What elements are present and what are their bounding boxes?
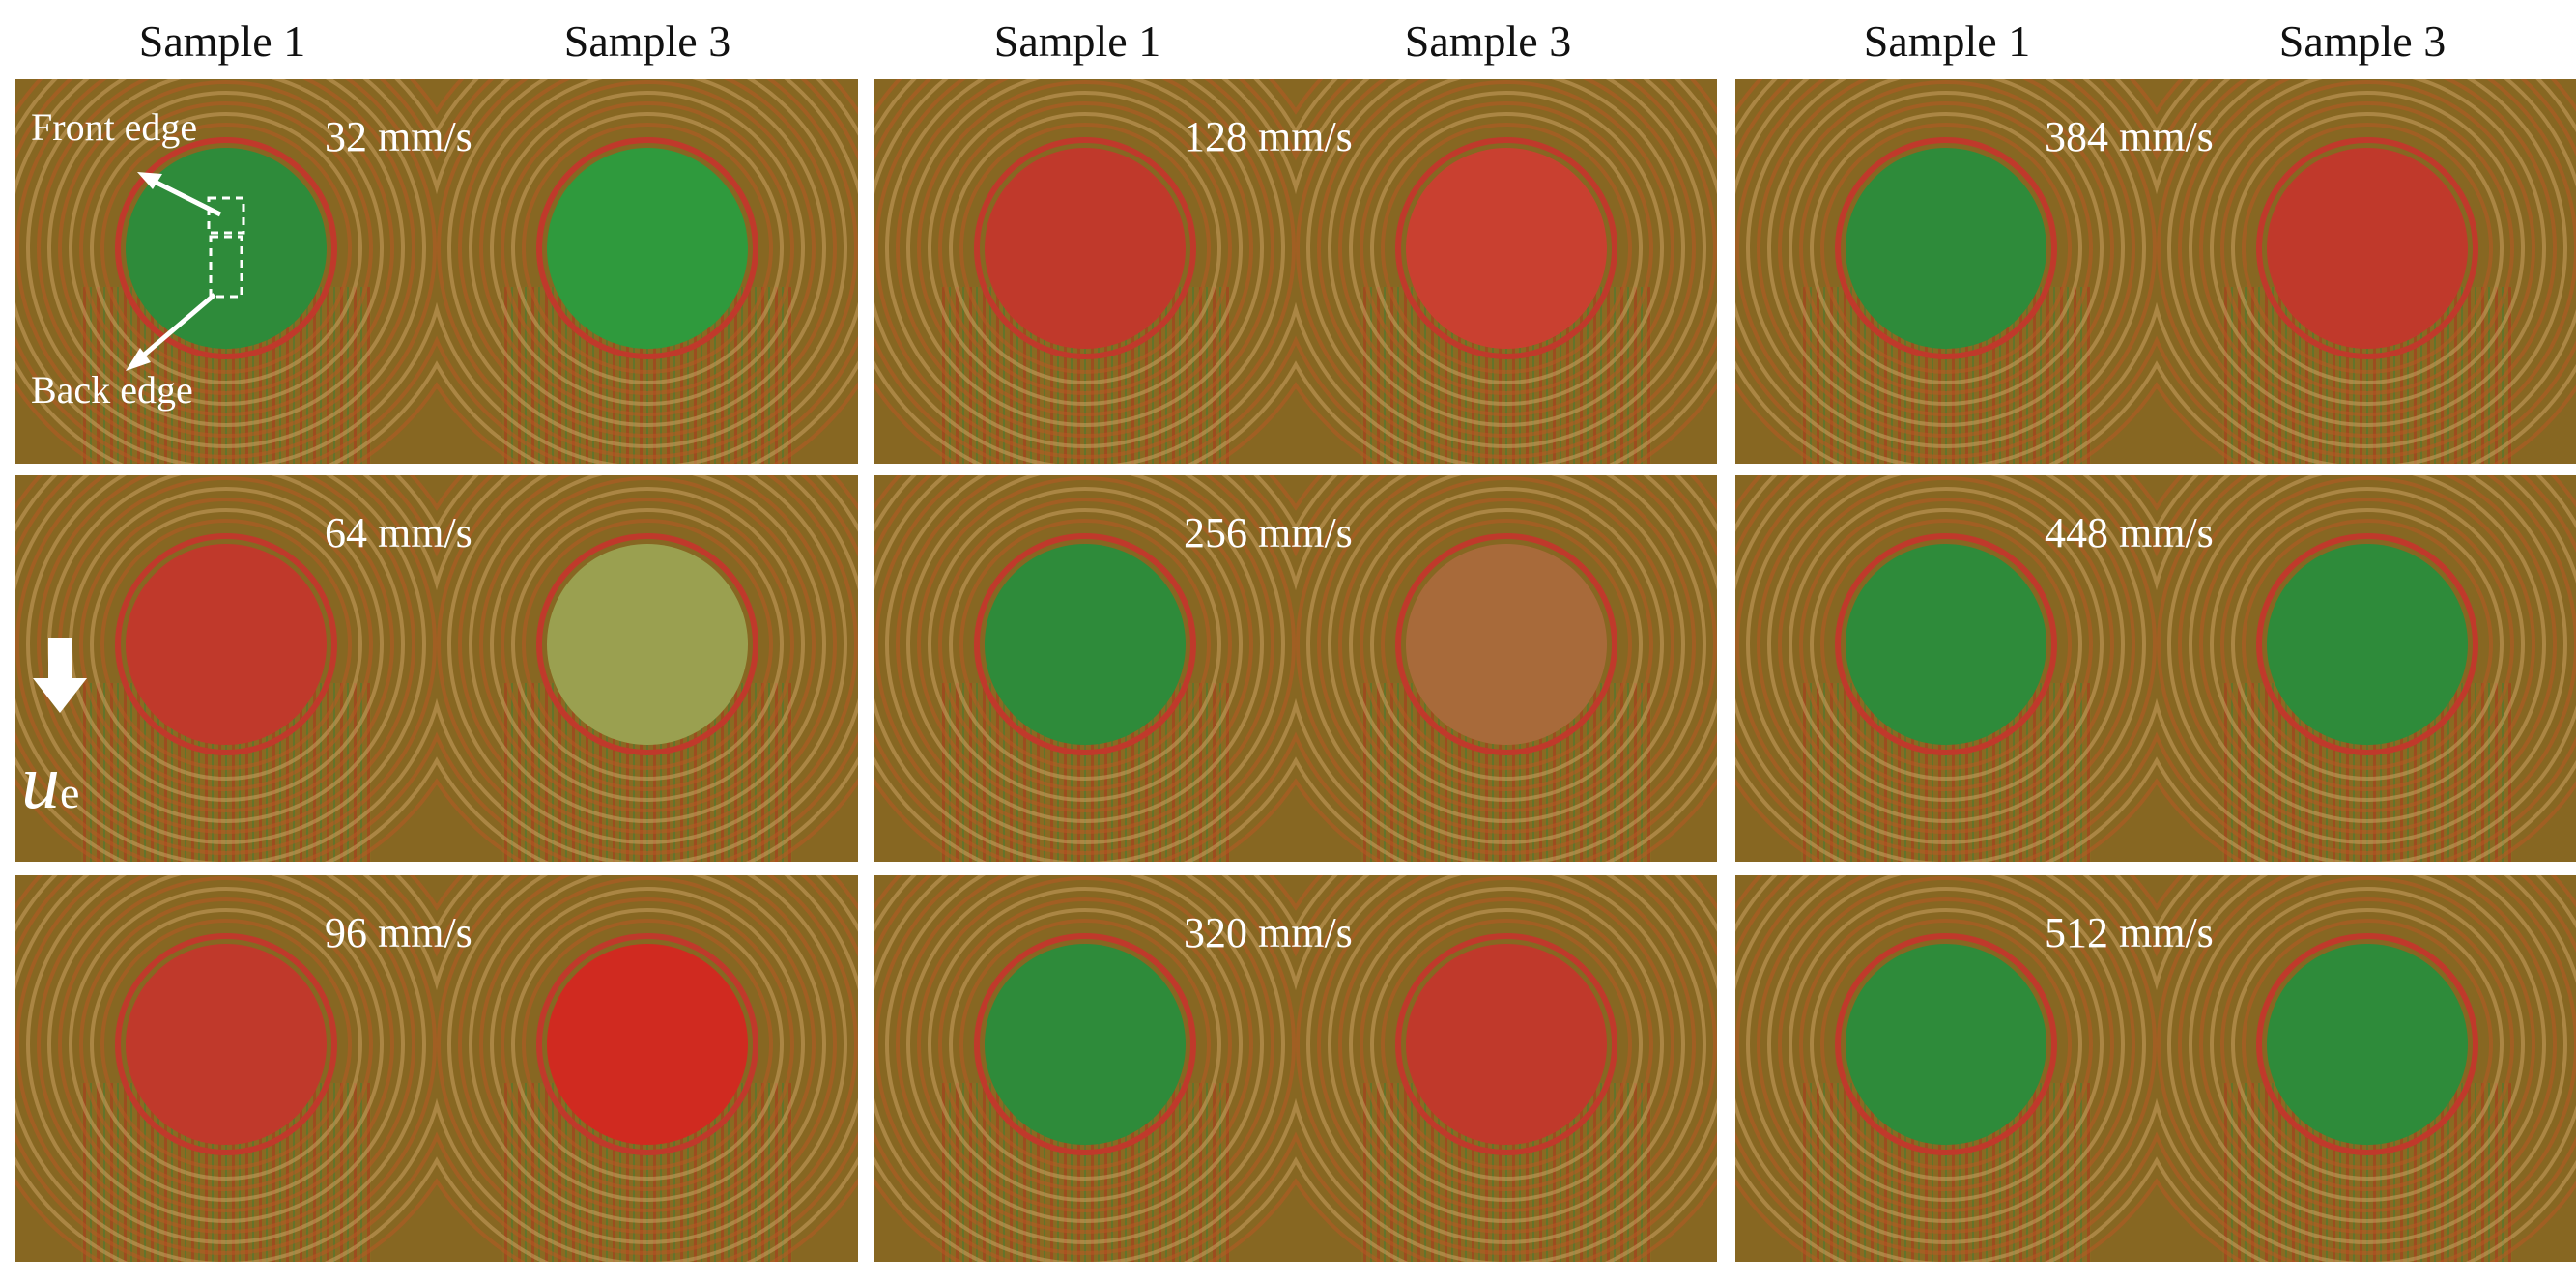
panel-r2-c3: 448 mm/s [1735, 475, 2576, 862]
sample1-fringe-image [1735, 875, 2157, 1262]
speed-label: 32 mm/s [325, 113, 472, 160]
sample1-fringe-image [874, 79, 1296, 464]
speed-label: 96 mm/s [325, 909, 472, 956]
header-sample3-col3: Sample 3 [2278, 16, 2447, 66]
speed-label: 128 mm/s [1184, 113, 1353, 160]
panel-r1-c1: 32 mm/s [15, 79, 858, 464]
sample3-fringe-image [1296, 475, 1717, 862]
panel-r3-c3: 512 mm/s [1735, 875, 2576, 1262]
sample1-fringe-image [15, 475, 437, 862]
header-sample3-col2: Sample 3 [1404, 16, 1572, 66]
sample3-fringe-image [437, 475, 858, 862]
sample1-fringe-image [15, 79, 437, 464]
velocity-label: ue [21, 744, 79, 832]
sample3-fringe-image [1296, 79, 1717, 464]
header-sample1-col1: Sample 1 [138, 16, 306, 66]
sample3-fringe-image [437, 79, 858, 464]
header-sample1-col2: Sample 1 [993, 16, 1161, 66]
speed-label: 320 mm/s [1184, 909, 1353, 956]
sample1-fringe-image [874, 475, 1296, 862]
sample3-fringe-image [2157, 79, 2576, 464]
header-sample1-col3: Sample 1 [1863, 16, 2031, 66]
panel-r3-c1: 96 mm/s [15, 875, 858, 1262]
panel-r2-c2: 256 mm/s [874, 475, 1717, 862]
panel-r1-c3: 384 mm/s [1735, 79, 2576, 464]
sample3-fringe-image [2157, 475, 2576, 862]
speed-label: 448 mm/s [2045, 509, 2214, 556]
sample1-fringe-image [15, 875, 437, 1262]
sample3-fringe-image [1296, 875, 1717, 1262]
back-edge-label: Back edge [31, 368, 193, 412]
speed-label: 512 mm/s [2045, 909, 2214, 956]
panel-r1-c2: 128 mm/s [874, 79, 1717, 464]
speed-label: 64 mm/s [325, 509, 472, 556]
sample3-fringe-image [437, 875, 858, 1262]
speed-label: 256 mm/s [1184, 509, 1353, 556]
panel-r3-c2: 320 mm/s [874, 875, 1717, 1262]
header-sample3-col1: Sample 3 [563, 16, 731, 66]
down-arrow-icon [33, 638, 87, 713]
front-edge-label: Front edge [31, 105, 198, 149]
sample1-fringe-image [1735, 475, 2157, 862]
sample1-fringe-image [1735, 79, 2157, 464]
speed-label: 384 mm/s [2045, 113, 2214, 160]
panel-r2-c1: 64 mm/s [15, 475, 858, 862]
sample1-fringe-image [874, 875, 1296, 1262]
sample3-fringe-image [2157, 875, 2576, 1262]
velocity-symbol: u [21, 740, 60, 825]
velocity-subscript: e [60, 768, 80, 817]
